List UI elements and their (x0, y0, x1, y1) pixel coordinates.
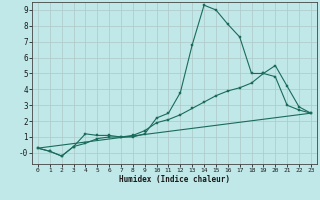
X-axis label: Humidex (Indice chaleur): Humidex (Indice chaleur) (119, 175, 230, 184)
